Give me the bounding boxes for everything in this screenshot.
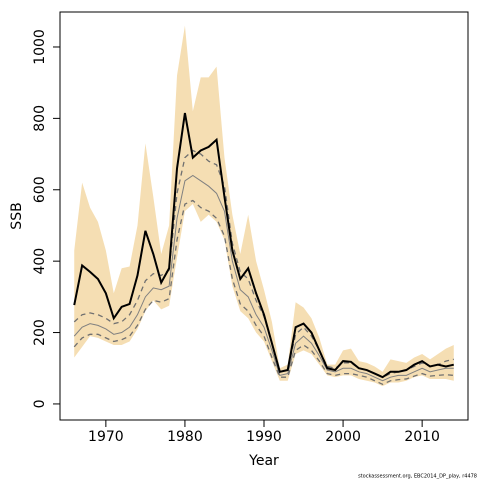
y-tick-label: 800 <box>32 105 48 132</box>
series-line <box>73 112 454 379</box>
x-tick-label: 1980 <box>167 429 203 445</box>
plot-frame <box>59 11 469 421</box>
y-tick-label: 0 <box>32 399 48 408</box>
confidence-band <box>74 25 454 387</box>
y-tick-label: 600 <box>32 176 48 203</box>
x-tick-label: 1970 <box>88 429 124 445</box>
y-tick-label: 400 <box>32 248 48 275</box>
x-tick-label: 2000 <box>325 429 361 445</box>
footnote: stockassessment.org, EBC2014_DP_play, r4… <box>358 474 477 480</box>
x-axis-label: Year <box>248 453 279 469</box>
series-line <box>73 199 454 386</box>
y-tick-label: 200 <box>32 319 48 346</box>
y-tick-label: 1000 <box>32 29 48 65</box>
x-tick-label: 1990 <box>246 429 282 445</box>
y-axis-label: SSB <box>9 202 25 229</box>
series-line <box>73 174 454 382</box>
x-tick-label: 2010 <box>404 429 440 445</box>
